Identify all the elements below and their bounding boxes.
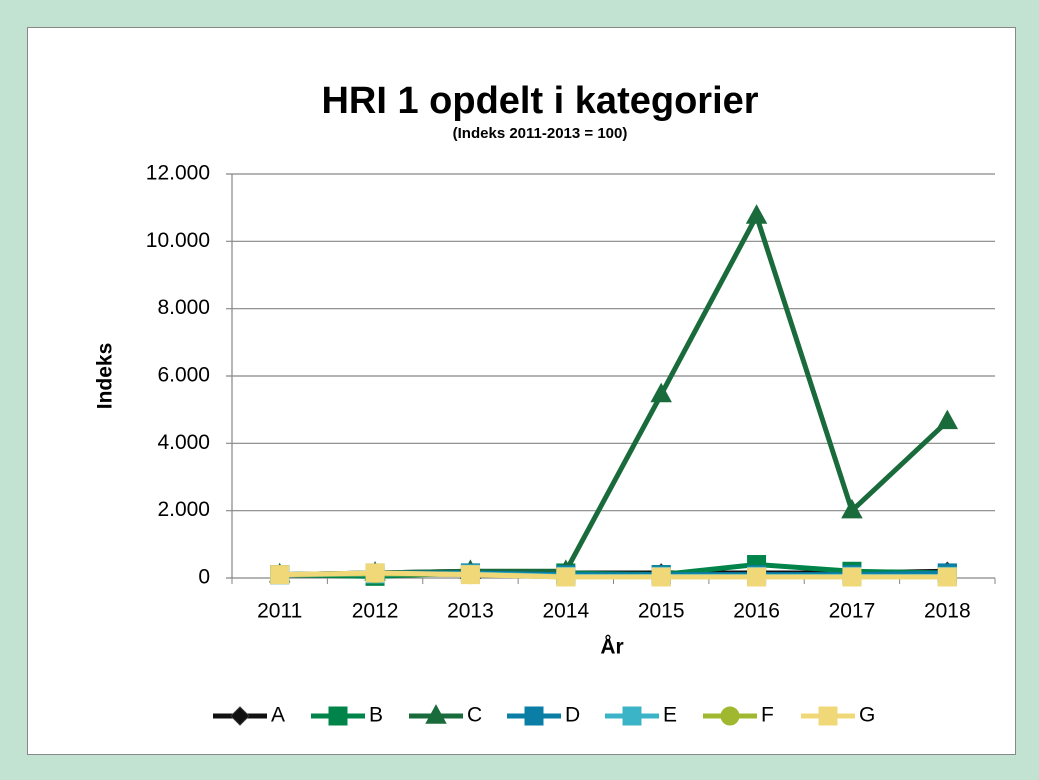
y-tick-label: 0 xyxy=(198,566,210,589)
legend-marker xyxy=(230,706,250,726)
point-marker xyxy=(650,382,672,403)
point-marker xyxy=(745,204,768,224)
point-marker xyxy=(365,563,385,583)
y-tick-label: 12.000 xyxy=(146,162,210,185)
point-marker xyxy=(651,567,671,587)
y-tick-label: 4.000 xyxy=(157,431,210,454)
y-tick-label: 8.000 xyxy=(157,296,210,319)
x-tick-label: 2018 xyxy=(924,600,971,623)
point-marker xyxy=(841,498,863,519)
y-tick-label: 10.000 xyxy=(146,229,210,252)
y-axis-label: Indeks xyxy=(94,343,117,410)
legend-label: B xyxy=(369,704,383,727)
legend-marker xyxy=(720,706,740,726)
point-marker xyxy=(936,409,959,430)
point-marker xyxy=(556,567,576,587)
x-axis-label: År xyxy=(600,635,623,659)
chart-subtitle: (Indeks 2011-2013 = 100) xyxy=(453,125,628,142)
x-tick-label: 2013 xyxy=(447,600,494,623)
x-tick-label: 2016 xyxy=(733,600,780,623)
point-marker xyxy=(937,567,957,587)
x-tick-label: 2014 xyxy=(542,600,589,623)
legend-label: D xyxy=(565,704,580,727)
legend-label: A xyxy=(271,704,285,727)
legend-marker xyxy=(425,704,447,724)
point-marker xyxy=(460,565,480,585)
chart-panel xyxy=(27,27,1016,755)
series-line xyxy=(279,570,948,580)
legend-label: E xyxy=(663,704,677,727)
x-tick-label: 2017 xyxy=(829,600,876,623)
y-tick-label: 6.000 xyxy=(157,364,210,387)
x-tick-label: 2015 xyxy=(638,600,685,623)
legend-marker xyxy=(622,706,642,726)
legend-label: G xyxy=(859,704,875,727)
legend-marker xyxy=(818,706,838,726)
legend-label: F xyxy=(761,704,774,727)
legend-marker xyxy=(328,706,348,726)
point-marker xyxy=(270,565,290,585)
point-marker xyxy=(842,567,862,587)
legend-marker xyxy=(524,706,544,726)
y-tick-label: 2.000 xyxy=(157,498,210,521)
legend-label: C xyxy=(467,704,482,727)
chart-title: HRI 1 opdelt i kategorier xyxy=(321,80,758,122)
x-tick-label: 2012 xyxy=(352,600,399,623)
point-marker xyxy=(747,567,767,587)
x-tick-label: 2011 xyxy=(257,600,302,623)
